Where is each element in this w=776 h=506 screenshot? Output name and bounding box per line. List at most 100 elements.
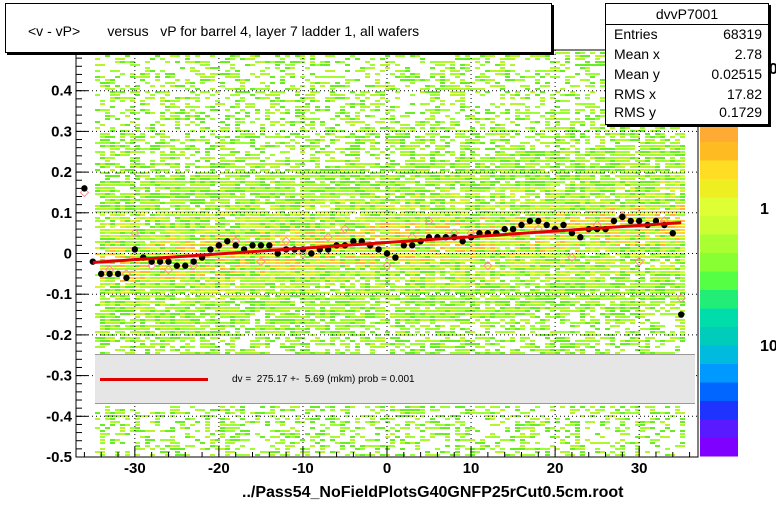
heatmap-cell (260, 262, 265, 264)
heatmap-cell (345, 154, 350, 156)
heatmap-cell (180, 220, 185, 222)
heatmap-cell (355, 118, 360, 120)
heatmap-cell (185, 193, 190, 195)
heatmap-cell (395, 226, 400, 228)
heatmap-cell (160, 430, 165, 432)
heatmap-cell (270, 319, 275, 321)
heatmap-cell (145, 211, 150, 213)
heatmap-cell (235, 322, 240, 324)
heatmap-cell (225, 427, 230, 429)
heatmap-cell (220, 184, 225, 186)
heatmap-cell (115, 247, 120, 249)
heatmap-cell (320, 439, 325, 441)
heatmap-cell (270, 445, 275, 447)
heatmap-cell (220, 328, 225, 330)
heatmap-cell (100, 235, 105, 237)
heatmap-cell (375, 121, 380, 123)
heatmap-cell (120, 328, 125, 330)
heatmap-cell (375, 301, 380, 303)
heatmap-cell (145, 262, 150, 264)
heatmap-cell (215, 307, 220, 309)
heatmap-cell (190, 265, 195, 267)
heatmap-cell (375, 298, 380, 300)
heatmap-cell (195, 112, 200, 114)
heatmap-cell (120, 133, 125, 135)
heatmap-cell (150, 208, 155, 210)
heatmap-cell (275, 406, 280, 408)
heatmap-cell (135, 238, 140, 240)
heatmap-cell (160, 208, 165, 210)
heatmap-cell (330, 265, 335, 267)
heatmap-cell (220, 163, 225, 165)
heatmap-cell (155, 421, 160, 423)
heatmap-cell (325, 223, 330, 225)
heatmap-cell (200, 121, 205, 123)
heatmap-cell (110, 439, 115, 441)
heatmap-cell (175, 172, 180, 174)
heatmap-cell (405, 289, 410, 291)
heatmap-cell (310, 274, 315, 276)
heatmap-cell (100, 280, 105, 282)
heatmap-cell (230, 151, 235, 153)
heatmap-cell (350, 301, 355, 303)
heatmap-cell (305, 286, 310, 288)
heatmap-cell (410, 268, 415, 270)
heatmap-cell (315, 271, 320, 273)
heatmap-cell (145, 181, 150, 183)
heatmap-cell (245, 103, 250, 105)
heatmap-cell (235, 178, 240, 180)
heatmap-cell (350, 283, 355, 285)
heatmap-cell (160, 274, 165, 276)
heatmap-cell (285, 193, 290, 195)
heatmap-cell (365, 193, 370, 195)
heatmap-cell (325, 214, 330, 216)
heatmap-cell (210, 295, 215, 297)
heatmap-cell (280, 112, 285, 114)
heatmap-cell (100, 352, 105, 354)
heatmap-cell (175, 328, 180, 330)
heatmap-cell (95, 316, 100, 318)
heatmap-cell (375, 304, 380, 306)
heatmap-cell (230, 310, 235, 312)
heatmap-cell (295, 238, 300, 240)
heatmap-cell (115, 58, 120, 60)
heatmap-cell (220, 136, 225, 138)
heatmap-cell (265, 190, 270, 192)
heatmap-cell (190, 202, 195, 204)
heatmap-cell (375, 214, 380, 216)
heatmap-cell (390, 304, 395, 306)
heatmap-cell (380, 283, 385, 285)
heatmap-cell (145, 244, 150, 246)
heatmap-cell (245, 142, 250, 144)
heatmap-cell (370, 67, 375, 69)
heatmap-cell (400, 268, 405, 270)
heatmap-cell (230, 229, 235, 231)
heatmap-cell (155, 73, 160, 75)
heatmap-cell (345, 85, 350, 87)
heatmap-cell (340, 319, 345, 321)
heatmap-cell (150, 148, 155, 150)
heatmap-cell (220, 424, 225, 426)
heatmap-cell (225, 202, 230, 204)
heatmap-cell (110, 169, 115, 171)
heatmap-cell (105, 337, 110, 339)
heatmap-cell (420, 91, 425, 93)
heatmap-cell (240, 121, 245, 123)
heatmap-cell (325, 253, 330, 255)
heatmap-cell (375, 94, 380, 96)
heatmap-cell (355, 241, 360, 243)
heatmap-cell (240, 325, 245, 327)
heatmap-cell (225, 58, 230, 60)
heatmap-cell (245, 286, 250, 288)
heatmap-cell (155, 343, 160, 345)
heatmap-cell (335, 304, 340, 306)
heatmap-cell (290, 427, 295, 429)
heatmap-cell (380, 409, 385, 411)
heatmap-cell (120, 124, 125, 126)
heatmap-cell (190, 304, 195, 306)
heatmap-cell (265, 259, 270, 261)
heatmap-cell (410, 157, 415, 159)
heatmap-cell (270, 163, 275, 165)
heatmap-cell (245, 289, 250, 291)
heatmap-cell (360, 196, 365, 198)
